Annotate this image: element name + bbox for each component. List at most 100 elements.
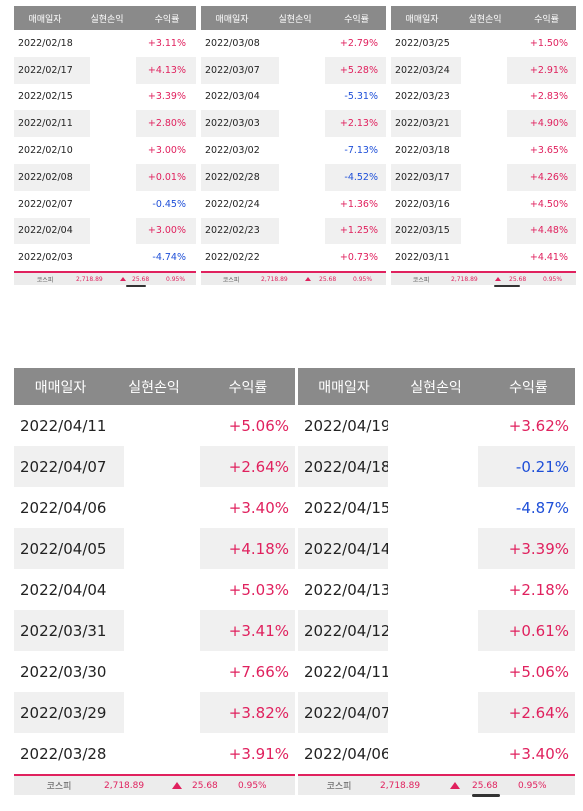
- index-value: 2,718.89: [76, 275, 103, 283]
- table-row[interactable]: 2022/03/17 +4.26%: [391, 163, 576, 191]
- table-row[interactable]: 2022/03/31 +3.41%: [14, 610, 295, 651]
- trade-date: 2022/04/07: [304, 703, 391, 722]
- return-rate: +3.39%: [147, 91, 186, 103]
- index-name: 코스피: [326, 782, 352, 792]
- realized-pnl: [124, 487, 200, 528]
- table-row[interactable]: 2022/04/05 +4.18%: [14, 528, 295, 569]
- table-row[interactable]: 2022/02/10 +3.00%: [14, 137, 196, 164]
- table-row[interactable]: 2022/02/23 +1.25%: [201, 217, 386, 245]
- return-rate: +0.01%: [147, 171, 186, 183]
- table-row[interactable]: 2022/02/03 -4.74%: [14, 244, 196, 272]
- index-change-pct: 0.95%: [543, 275, 563, 283]
- table-row[interactable]: 2022/03/23 +2.83%: [391, 83, 576, 111]
- table-row[interactable]: 2022/04/11 +5.06%: [14, 405, 295, 446]
- trade-date: 2022/04/06: [20, 498, 107, 517]
- index-change-pct: 0.95%: [238, 780, 267, 791]
- trade-date: 2022/02/11: [18, 118, 73, 130]
- realized-pnl: [279, 30, 325, 57]
- table-row[interactable]: 2022/04/06 +3.40%: [298, 733, 575, 774]
- table-row[interactable]: 2022/03/11 +4.41%: [391, 244, 576, 272]
- table-row[interactable]: 2022/03/21 +4.90%: [391, 110, 576, 138]
- header-date: 매매일자: [215, 14, 249, 25]
- table-row[interactable]: 2022/03/24 +2.91%: [391, 56, 576, 84]
- table-row[interactable]: 2022/04/15 -4.87%: [298, 487, 575, 528]
- table-row[interactable]: 2022/04/18 -0.21%: [298, 446, 575, 487]
- realized-pnl: [124, 733, 200, 774]
- table-row[interactable]: 2022/02/22 +0.73%: [201, 244, 386, 272]
- table-body: 2022/04/19 +3.62% 2022/04/18 -0.21% 2022/04/…: [298, 405, 575, 774]
- market-footer: 코스피 2,718.89 25.68 0.95%: [14, 774, 295, 795]
- trade-date: 2022/03/15: [395, 225, 450, 237]
- trade-date: 2022/04/13: [304, 580, 391, 599]
- table-row[interactable]: 2022/04/04 +5.03%: [14, 569, 295, 610]
- return-rate: +5.28%: [339, 64, 378, 76]
- realized-pnl: [388, 405, 478, 446]
- table-row[interactable]: 2022/03/02 -7.13%: [201, 137, 386, 164]
- return-rate: +3.82%: [228, 703, 289, 722]
- realized-pnl: [279, 83, 325, 111]
- return-rate: +2.83%: [529, 91, 568, 103]
- table-row[interactable]: 2022/04/13 +2.18%: [298, 569, 575, 610]
- index-change: 25.68: [192, 780, 218, 791]
- table-row[interactable]: 2022/02/17 +4.13%: [14, 56, 196, 84]
- table-row[interactable]: 2022/04/07 +2.64%: [14, 446, 295, 487]
- index-change-pct: 0.95%: [518, 780, 547, 791]
- return-rate: +1.36%: [339, 198, 378, 210]
- realized-pnl: [461, 163, 507, 191]
- table-row[interactable]: 2022/02/07 -0.45%: [14, 190, 196, 218]
- table-row[interactable]: 2022/04/19 +3.62%: [298, 405, 575, 446]
- realized-pnl: [124, 610, 200, 651]
- table-row[interactable]: 2022/03/03 +2.13%: [201, 110, 386, 138]
- scroll-indicator: [472, 794, 500, 797]
- trade-panel-1: 매매일자 실현손익 수익률 2022/02/18 +3.11% 2022/02/17…: [14, 6, 196, 288]
- table-row[interactable]: 2022/04/06 +3.40%: [14, 487, 295, 528]
- table-row[interactable]: 2022/04/11 +5.06%: [298, 651, 575, 692]
- trade-date: 2022/04/14: [304, 539, 391, 558]
- market-footer: 코스피 2,718.89 25.68 0.95%: [298, 774, 575, 795]
- return-rate: +4.18%: [228, 539, 289, 558]
- return-rate: +2.13%: [339, 118, 378, 130]
- return-rate: +4.90%: [529, 118, 568, 130]
- return-rate: +2.64%: [508, 703, 569, 722]
- table-row[interactable]: 2022/03/07 +5.28%: [201, 56, 386, 84]
- table-row[interactable]: 2022/02/28 -4.52%: [201, 163, 386, 191]
- table-row[interactable]: 2022/03/16 +4.50%: [391, 190, 576, 218]
- trade-date: 2022/04/11: [304, 662, 391, 681]
- table-row[interactable]: 2022/03/15 +4.48%: [391, 217, 576, 245]
- table-header: 매매일자 실현손익 수익률: [14, 368, 295, 405]
- trade-date: 2022/04/07: [20, 457, 107, 476]
- table-row[interactable]: 2022/03/28 +3.91%: [14, 733, 295, 774]
- market-footer: 코스피 2,718.89 25.68 0.95%: [201, 271, 386, 286]
- table-row[interactable]: 2022/03/04 -5.31%: [201, 83, 386, 111]
- trade-date: 2022/02/22: [205, 252, 260, 264]
- table-body: 2022/03/25 +1.50% 2022/03/24 +2.91% 2022/03/…: [391, 30, 576, 272]
- table-row[interactable]: 2022/02/24 +1.36%: [201, 190, 386, 218]
- table-row[interactable]: 2022/02/08 +0.01%: [14, 163, 196, 191]
- table-row[interactable]: 2022/03/25 +1.50%: [391, 30, 576, 57]
- realized-pnl: [90, 217, 136, 245]
- realized-pnl: [388, 569, 478, 610]
- return-rate: +5.06%: [508, 662, 569, 681]
- realized-pnl: [461, 110, 507, 138]
- table-row[interactable]: 2022/03/30 +7.66%: [14, 651, 295, 692]
- table-row[interactable]: 2022/04/07 +2.64%: [298, 692, 575, 733]
- trade-date: 2022/03/08: [205, 37, 260, 49]
- index-name: 코스피: [36, 276, 54, 284]
- table-row[interactable]: 2022/04/14 +3.39%: [298, 528, 575, 569]
- up-arrow-icon: [495, 277, 501, 282]
- trade-date: 2022/03/28: [20, 744, 107, 763]
- index-change: 25.68: [472, 780, 498, 791]
- table-row[interactable]: 2022/02/18 +3.11%: [14, 30, 196, 57]
- header-rate: 수익률: [534, 14, 559, 25]
- table-row[interactable]: 2022/02/15 +3.39%: [14, 83, 196, 111]
- table-row[interactable]: 2022/04/12 +0.61%: [298, 610, 575, 651]
- table-row[interactable]: 2022/02/11 +2.80%: [14, 110, 196, 138]
- realized-pnl: [90, 137, 136, 164]
- table-row[interactable]: 2022/02/04 +3.00%: [14, 217, 196, 245]
- trade-date: 2022/02/17: [18, 64, 73, 76]
- table-row[interactable]: 2022/03/18 +3.65%: [391, 137, 576, 164]
- table-row[interactable]: 2022/03/29 +3.82%: [14, 692, 295, 733]
- market-footer: 코스피 2,718.89 25.68 0.95%: [391, 271, 576, 286]
- index-change-pct: 0.95%: [353, 275, 373, 283]
- table-row[interactable]: 2022/03/08 +2.79%: [201, 30, 386, 57]
